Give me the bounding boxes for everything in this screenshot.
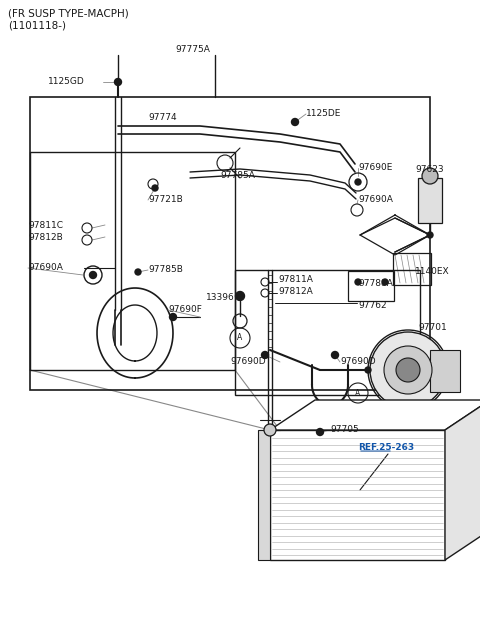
Circle shape [89,272,96,278]
Text: 97785B: 97785B [148,265,183,275]
Text: 97811C: 97811C [28,221,63,229]
Text: REF.25-263: REF.25-263 [358,442,414,452]
Bar [30,97,430,390]
Circle shape [384,346,432,394]
Circle shape [396,358,420,382]
Circle shape [169,313,177,320]
Circle shape [152,185,158,191]
Text: 97690D: 97690D [340,358,376,366]
Text: 97788A: 97788A [358,278,393,287]
Circle shape [262,351,268,358]
Text: 97775A: 97775A [175,45,210,54]
Text: A: A [355,389,360,397]
Text: 97690F: 97690F [168,305,202,315]
Text: 97690D: 97690D [230,358,265,366]
Text: 1125GD: 1125GD [48,77,85,87]
Circle shape [135,269,141,275]
Circle shape [355,179,361,185]
Text: 97690E: 97690E [358,163,392,173]
Circle shape [370,332,446,408]
Text: 97690A: 97690A [358,196,393,204]
Circle shape [316,429,324,435]
Bar [430,350,460,392]
Text: 97774: 97774 [148,113,177,123]
Circle shape [422,168,438,184]
Text: 97785A: 97785A [220,171,255,179]
Circle shape [264,424,276,436]
Text: 97811A: 97811A [278,275,313,285]
Text: 97721B: 97721B [148,196,183,204]
Text: 97762: 97762 [358,300,386,310]
Text: 97690A: 97690A [28,264,63,272]
Circle shape [382,279,388,285]
Text: 1125DE: 1125DE [306,110,341,118]
Circle shape [291,118,299,125]
Bar [393,253,431,285]
Polygon shape [445,400,480,560]
Bar [270,430,445,560]
Bar [235,270,420,395]
Circle shape [332,351,338,358]
Bar [418,178,442,223]
Circle shape [365,367,371,373]
Text: 97623: 97623 [415,166,444,174]
Circle shape [115,78,121,85]
Circle shape [427,232,433,238]
Text: 97812A: 97812A [278,287,313,295]
Bar [30,152,235,370]
Text: A: A [238,333,242,343]
Text: (FR SUSP TYPE-MACPH): (FR SUSP TYPE-MACPH) [8,9,129,19]
Bar [348,271,394,301]
Text: (1101118-): (1101118-) [8,21,66,31]
Bar [258,430,270,560]
Text: 97705: 97705 [330,426,359,434]
Polygon shape [270,400,480,430]
Circle shape [236,292,244,300]
Text: 1140EX: 1140EX [415,267,450,277]
Text: 97812B: 97812B [28,232,63,242]
Text: 97701: 97701 [418,323,447,331]
Circle shape [355,279,361,285]
Text: 13396: 13396 [206,293,235,303]
